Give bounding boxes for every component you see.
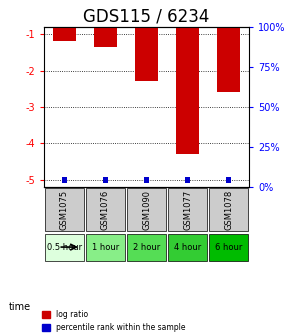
FancyBboxPatch shape xyxy=(209,234,248,261)
Text: 0.5 hour: 0.5 hour xyxy=(47,243,82,252)
Text: GSM1075: GSM1075 xyxy=(60,190,69,229)
FancyBboxPatch shape xyxy=(45,234,84,261)
Text: GSM1090: GSM1090 xyxy=(142,190,151,229)
Bar xyxy=(53,0,76,41)
Bar xyxy=(135,0,158,81)
Text: 1 hour: 1 hour xyxy=(92,243,119,252)
Bar xyxy=(226,177,231,183)
FancyBboxPatch shape xyxy=(86,234,125,261)
Text: GSM1077: GSM1077 xyxy=(183,190,192,230)
Bar xyxy=(94,0,117,47)
Title: GDS115 / 6234: GDS115 / 6234 xyxy=(83,7,210,25)
FancyBboxPatch shape xyxy=(45,188,84,231)
Bar xyxy=(144,177,149,183)
FancyBboxPatch shape xyxy=(209,188,248,231)
FancyBboxPatch shape xyxy=(127,234,166,261)
Bar xyxy=(62,177,67,183)
Text: time: time xyxy=(9,302,31,312)
FancyBboxPatch shape xyxy=(127,188,166,231)
Bar xyxy=(185,177,190,183)
Bar xyxy=(217,0,240,92)
Text: 2 hour: 2 hour xyxy=(133,243,160,252)
Text: 6 hour: 6 hour xyxy=(215,243,242,252)
Bar xyxy=(176,0,199,154)
Text: GSM1076: GSM1076 xyxy=(101,190,110,230)
Bar xyxy=(103,177,108,183)
FancyBboxPatch shape xyxy=(168,188,207,231)
Text: 4 hour: 4 hour xyxy=(174,243,201,252)
FancyBboxPatch shape xyxy=(86,188,125,231)
Text: GSM1078: GSM1078 xyxy=(224,190,233,230)
FancyBboxPatch shape xyxy=(168,234,207,261)
Legend: log ratio, percentile rank within the sample: log ratio, percentile rank within the sa… xyxy=(42,310,185,332)
